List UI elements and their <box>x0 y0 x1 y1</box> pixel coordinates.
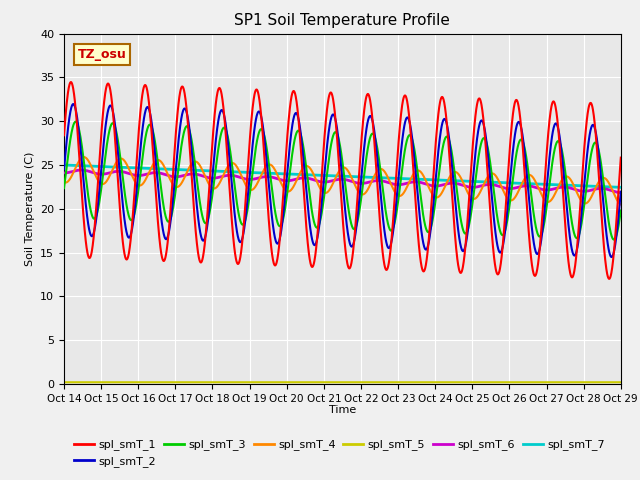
spl_smT_2 <box>499 244 506 250</box>
spl_smT_2 <box>69 101 77 107</box>
spl_smT_6 <box>89 169 97 175</box>
spl_smT_3 <box>610 237 618 242</box>
spl_smT_5 <box>88 379 96 385</box>
spl_smT_3 <box>617 208 625 214</box>
spl_smT_1 <box>601 252 609 257</box>
Legend: spl_smT_1, spl_smT_2, spl_smT_3, spl_smT_4, spl_smT_5, spl_smT_6, spl_smT_7: spl_smT_1, spl_smT_2, spl_smT_3, spl_smT… <box>70 435 609 471</box>
spl_smT_2 <box>617 189 625 194</box>
spl_smT_6 <box>499 185 506 191</box>
spl_smT_1 <box>60 132 68 138</box>
spl_smT_7 <box>499 180 506 185</box>
spl_smT_4 <box>60 180 68 185</box>
Text: TZ_osu: TZ_osu <box>78 48 127 61</box>
spl_smT_7 <box>316 172 324 178</box>
spl_smT_5 <box>600 379 608 385</box>
spl_smT_1 <box>499 243 506 249</box>
spl_smT_7 <box>601 184 609 190</box>
spl_smT_3 <box>331 129 339 135</box>
Title: SP1 Soil Temperature Profile: SP1 Soil Temperature Profile <box>234 13 451 28</box>
Line: spl_smT_3: spl_smT_3 <box>64 121 621 240</box>
spl_smT_5 <box>331 379 339 385</box>
spl_smT_6 <box>77 167 85 173</box>
Y-axis label: Soil Temperature (C): Soil Temperature (C) <box>24 152 35 266</box>
spl_smT_2 <box>331 115 339 121</box>
spl_smT_7 <box>600 184 608 190</box>
spl_smT_2 <box>89 233 97 239</box>
spl_smT_6 <box>617 190 625 195</box>
spl_smT_1 <box>601 254 609 260</box>
spl_smT_2 <box>316 214 324 220</box>
spl_smT_5 <box>60 379 68 385</box>
spl_smT_6 <box>601 186 609 192</box>
spl_smT_6 <box>331 177 339 183</box>
spl_smT_4 <box>316 186 324 192</box>
spl_smT_3 <box>72 119 79 124</box>
spl_smT_3 <box>316 217 324 223</box>
spl_smT_3 <box>89 214 97 220</box>
spl_smT_4 <box>80 154 88 160</box>
spl_smT_2 <box>60 167 68 172</box>
spl_smT_4 <box>331 176 339 182</box>
spl_smT_6 <box>316 179 324 185</box>
Line: spl_smT_6: spl_smT_6 <box>64 170 621 192</box>
spl_smT_1 <box>331 111 339 117</box>
spl_smT_4 <box>499 187 506 192</box>
spl_smT_5 <box>601 379 609 385</box>
Line: spl_smT_4: spl_smT_4 <box>64 157 621 204</box>
spl_smT_7 <box>617 184 625 190</box>
spl_smT_2 <box>601 214 609 220</box>
spl_smT_1 <box>67 79 75 85</box>
spl_smT_4 <box>89 167 97 172</box>
spl_smT_5 <box>499 379 506 385</box>
spl_smT_6 <box>601 186 609 192</box>
spl_smT_1 <box>605 276 613 282</box>
X-axis label: Time: Time <box>329 405 356 415</box>
spl_smT_5 <box>316 379 324 385</box>
Line: spl_smT_1: spl_smT_1 <box>64 82 621 279</box>
spl_smT_6 <box>60 170 68 176</box>
spl_smT_3 <box>601 189 609 194</box>
spl_smT_3 <box>499 232 506 238</box>
spl_smT_1 <box>617 155 625 160</box>
Line: spl_smT_7: spl_smT_7 <box>64 165 621 187</box>
spl_smT_7 <box>331 173 339 179</box>
spl_smT_4 <box>617 202 625 207</box>
spl_smT_4 <box>601 175 609 181</box>
spl_smT_7 <box>88 163 96 169</box>
spl_smT_5 <box>617 379 625 385</box>
spl_smT_3 <box>601 191 609 197</box>
Line: spl_smT_2: spl_smT_2 <box>64 104 621 257</box>
spl_smT_1 <box>89 242 97 248</box>
spl_smT_2 <box>601 217 609 223</box>
spl_smT_2 <box>608 254 616 260</box>
spl_smT_4 <box>601 175 609 181</box>
spl_smT_7 <box>60 162 68 168</box>
spl_smT_1 <box>316 195 324 201</box>
spl_smT_3 <box>60 185 68 191</box>
